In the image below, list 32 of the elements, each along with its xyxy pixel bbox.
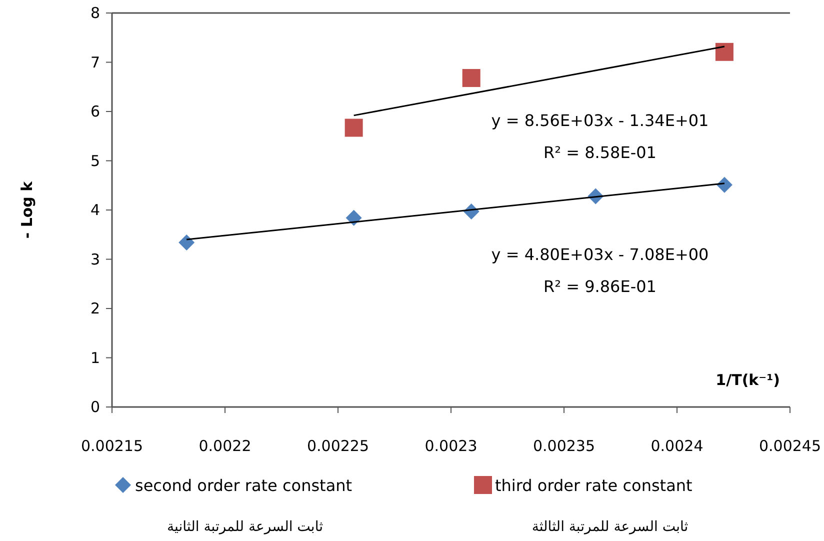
x-tick-label: 0.0022 [198,437,252,455]
annotation: y = 8.56E+03x - 1.34E+01 [491,111,709,130]
point [715,42,734,61]
y-tick-label: 5 [90,152,100,170]
x-tick-label: 0.00235 [532,437,596,455]
x-tick-label: 0.00215 [80,437,144,455]
y-tick-label: 0 [90,398,100,416]
legend-label: third order rate constant [495,476,692,495]
y-tick-label: 8 [90,4,100,22]
y-tick-label: 6 [90,102,100,120]
x-tick-label: 0.00245 [758,437,822,455]
text: ثابت السرعة للمرتبة الثانية [166,519,324,535]
y-axis-title: - Log k [18,180,36,239]
annotation: R² = 9.86E-01 [544,277,656,296]
x-tick-label: 0.0023 [424,437,478,455]
point [716,176,732,193]
x-tick-label: 0.00225 [306,437,370,455]
text: ثابت السرعة للمرتبة الثالثة [532,519,688,535]
point [346,210,362,226]
point [178,234,195,251]
y-tick-label: 4 [90,201,100,219]
y-tick-label: 3 [90,250,100,268]
x-tick-label: 0.0024 [650,437,704,455]
y-tick-label: 2 [90,300,100,318]
y-tick-label: 7 [90,53,100,72]
annotation: R² = 8.58E-01 [544,143,656,162]
x-axis-title: 1/T(k⁻¹) [716,371,780,389]
legend-label: second order rate constant [135,476,352,495]
annotation: y = 4.80E+03x - 7.08E+00 [491,245,709,264]
y-tick-label: 1 [90,348,100,367]
point [344,118,363,137]
point [462,69,480,88]
